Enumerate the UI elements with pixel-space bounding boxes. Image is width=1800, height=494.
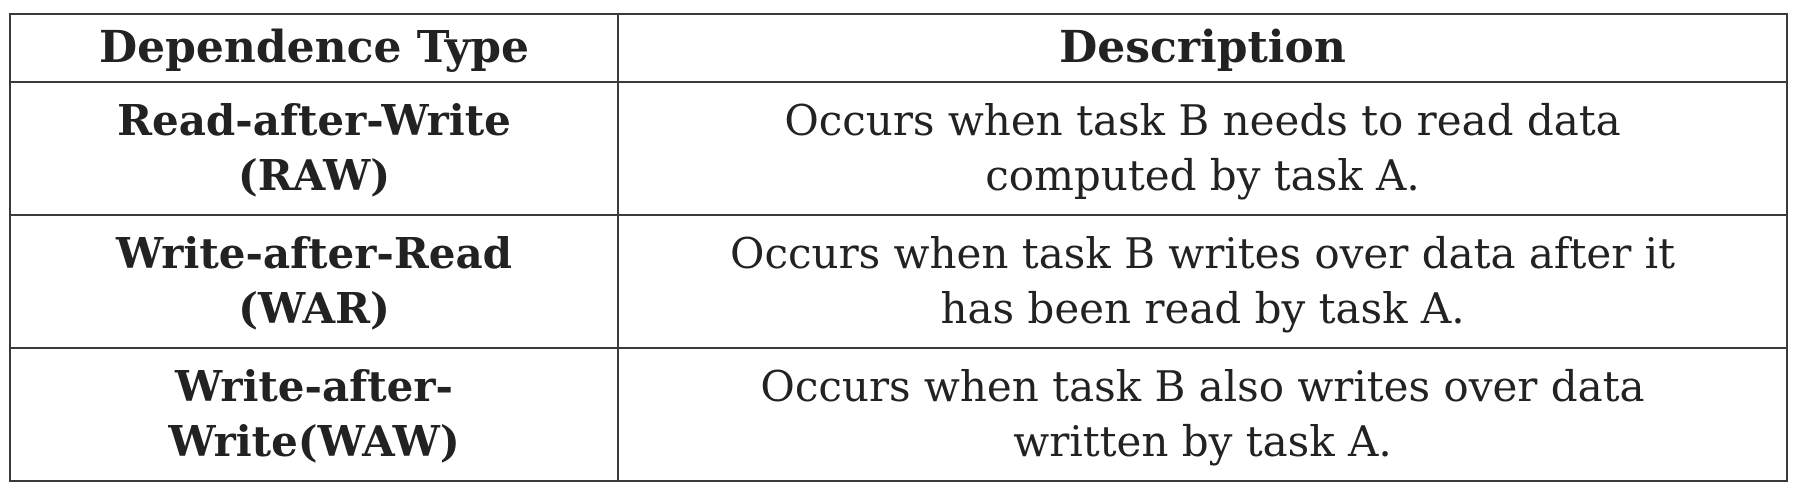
dependence-table: Dependence Type Description Read-after-W… xyxy=(9,13,1788,482)
description-cell: Occurs when task B needs to read data co… xyxy=(617,81,1788,216)
dependence-type-cell: Write-after- Write(WAW) xyxy=(9,347,619,482)
header-dependence-type: Dependence Type xyxy=(9,13,619,83)
description-cell: Occurs when task B writes over data afte… xyxy=(617,214,1788,349)
description-line: written by task A. xyxy=(1013,416,1392,466)
description-line: Occurs when task B also writes over data xyxy=(760,361,1645,411)
header-description: Description xyxy=(617,13,1788,83)
description-line: Occurs when task B writes over data afte… xyxy=(730,228,1675,278)
table-row: Read-after-Write (RAW) Occurs when task … xyxy=(9,81,1788,216)
description-line: has been read by task A. xyxy=(940,283,1465,333)
type-line: Read-after-Write xyxy=(117,95,511,145)
description-cell: Occurs when task B also writes over data… xyxy=(617,347,1788,482)
type-line: (WAR) xyxy=(238,283,390,333)
table-header-row: Dependence Type Description xyxy=(9,13,1788,83)
table-row: Write-after- Write(WAW) Occurs when task… xyxy=(9,347,1788,482)
description-line: Occurs when task B needs to read data xyxy=(784,95,1621,145)
dependence-table-container: Dependence Type Description Read-after-W… xyxy=(9,13,1788,482)
type-line: Write(WAW) xyxy=(168,416,460,466)
type-line: (RAW) xyxy=(237,150,391,200)
dependence-type-cell: Read-after-Write (RAW) xyxy=(9,81,619,216)
dependence-type-cell: Write-after-Read (WAR) xyxy=(9,214,619,349)
type-line: Write-after-Read xyxy=(115,228,513,278)
description-line: computed by task A. xyxy=(985,150,1420,200)
type-line: Write-after- xyxy=(175,361,453,411)
table-row: Write-after-Read (WAR) Occurs when task … xyxy=(9,214,1788,349)
